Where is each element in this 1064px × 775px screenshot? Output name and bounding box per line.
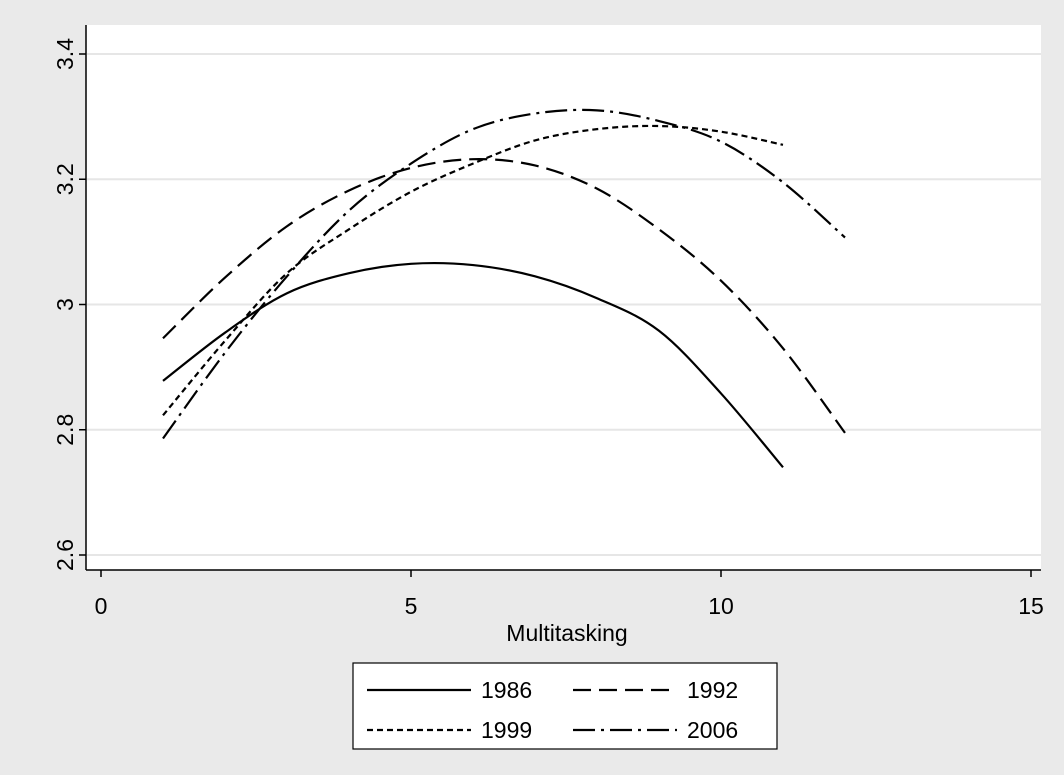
x-tick-label-0: 0 [95,593,108,619]
legend-label-1999: 1999 [481,717,532,743]
x-axis-label: Multitasking [506,620,627,646]
legend-box [352,662,778,750]
legend-label-1986: 1986 [481,677,532,703]
plot-area [86,25,1041,570]
series-line-1999 [162,124,784,417]
legend-label-2006: 2006 [687,717,738,743]
grid [87,53,1041,556]
axes: 2.6 2.8 3 3.2 3.4 0 5 10 15 [52,25,1044,619]
y-tick-label-4: 3.4 [52,38,78,70]
legend: 1986 1992 1999 2006 [352,662,778,750]
y-tick-label-1: 2.8 [52,414,78,446]
legend-label-1992: 1992 [687,677,738,703]
series-line-2006 [162,108,846,440]
series-line-1992 [162,158,846,434]
x-tick-label-1: 5 [405,593,418,619]
x-tick-label-2: 10 [708,593,734,619]
y-tick-label-3: 3.2 [52,163,78,195]
y-tick-label-2: 3 [52,298,78,311]
series-line-1986 [162,261,784,469]
series [162,108,846,469]
x-tick-label-3: 15 [1018,593,1044,619]
y-tick-label-0: 2.6 [52,539,78,571]
